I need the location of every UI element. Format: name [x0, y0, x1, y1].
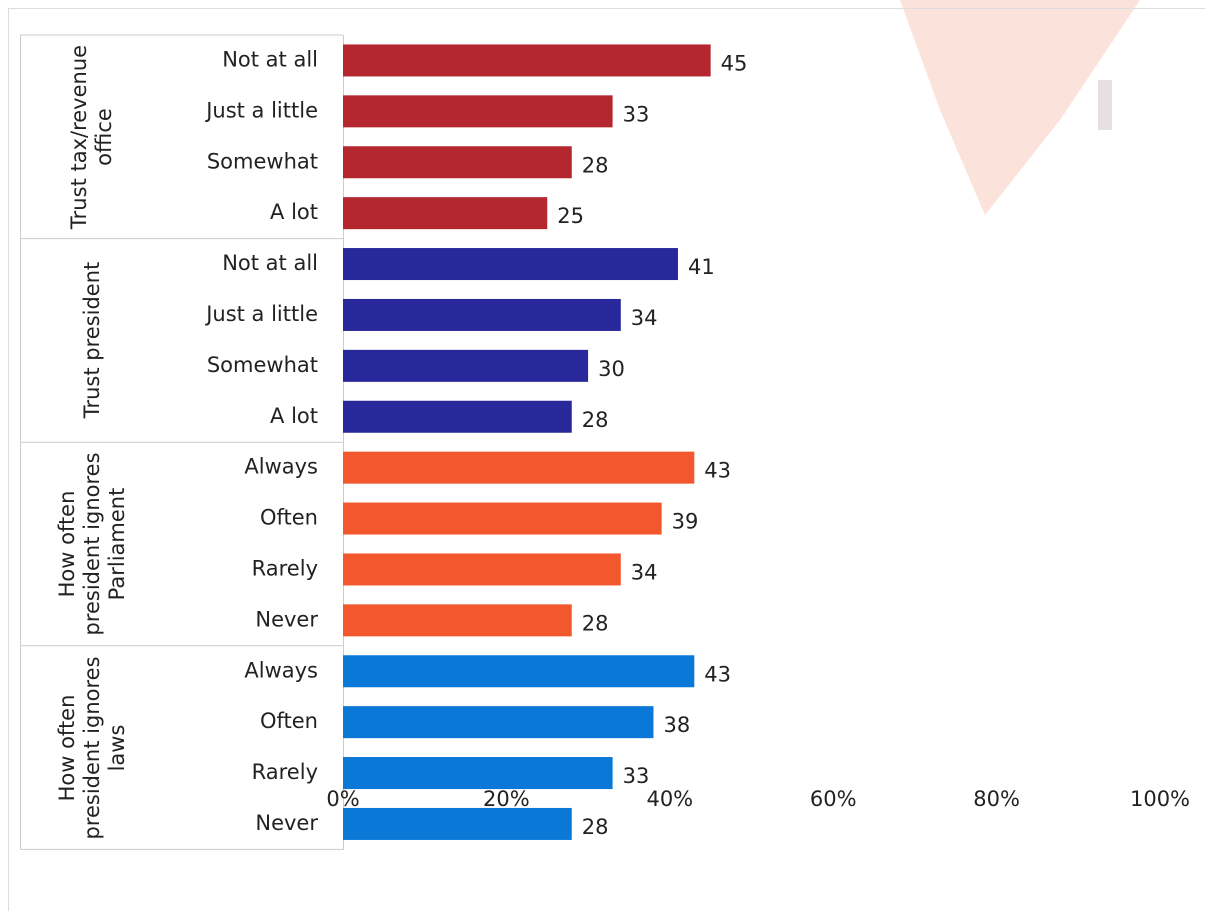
bar: [343, 400, 572, 433]
data-label: 34: [631, 560, 658, 584]
bar: [343, 248, 678, 281]
background-decoration: [1098, 80, 1112, 130]
category-label: Not at all: [222, 47, 318, 71]
category-label: Often: [260, 506, 318, 530]
data-label: 33: [623, 102, 650, 126]
group-label: How often president ignores Parliament: [54, 452, 129, 636]
bar: [343, 451, 695, 484]
group-label: How often president ignores laws: [54, 656, 129, 840]
category-label: Not at all: [222, 251, 318, 275]
bar: [343, 298, 621, 331]
data-label: 45: [721, 51, 748, 75]
category-label: Often: [260, 709, 318, 733]
group-label: Trust tax/revenue office: [67, 44, 116, 229]
data-label: 39: [672, 510, 699, 534]
x-tick-label: 100%: [1130, 787, 1190, 811]
bar: [343, 95, 613, 128]
x-tick-label: 60%: [810, 787, 857, 811]
x-tick-label: 40%: [646, 787, 693, 811]
background-decoration: [900, 0, 1140, 215]
bar: [343, 604, 572, 637]
data-label: 30: [598, 357, 625, 381]
category-label: Rarely: [252, 760, 318, 784]
x-tick-label: 80%: [973, 787, 1020, 811]
bar: [343, 553, 621, 586]
bar: [343, 502, 662, 535]
bar: [343, 146, 572, 179]
bar: [343, 655, 695, 688]
data-label: 38: [663, 713, 690, 737]
x-tick-label: 20%: [483, 787, 530, 811]
category-label: A lot: [270, 200, 318, 224]
category-label: Never: [255, 811, 318, 835]
data-label: 28: [582, 815, 609, 839]
data-label: 43: [704, 459, 731, 483]
category-label: Always: [244, 455, 318, 479]
data-label: 25: [557, 204, 584, 228]
chart-border: [8, 8, 1205, 911]
category-label: Just a little: [204, 302, 318, 326]
category-label: Just a little: [204, 98, 318, 122]
bar: [343, 44, 711, 77]
data-label: 41: [688, 255, 715, 279]
data-label: 28: [582, 611, 609, 635]
category-label: Somewhat: [207, 353, 318, 377]
category-label: A lot: [270, 404, 318, 428]
data-label: 43: [704, 662, 731, 686]
data-label: 33: [623, 764, 650, 788]
x-tick-label: 0%: [326, 787, 359, 811]
data-label: 34: [631, 306, 658, 330]
category-label: Always: [244, 658, 318, 682]
bar: [343, 349, 589, 382]
category-label: Rarely: [252, 556, 318, 580]
data-label: 28: [582, 408, 609, 432]
bar: [343, 197, 548, 230]
bar: [343, 757, 613, 790]
category-label: Somewhat: [207, 149, 318, 173]
data-label: 28: [582, 153, 609, 177]
bar: [343, 807, 572, 840]
bar: [343, 706, 654, 739]
group-label: Trust president: [79, 262, 104, 419]
category-label: Never: [255, 607, 318, 631]
